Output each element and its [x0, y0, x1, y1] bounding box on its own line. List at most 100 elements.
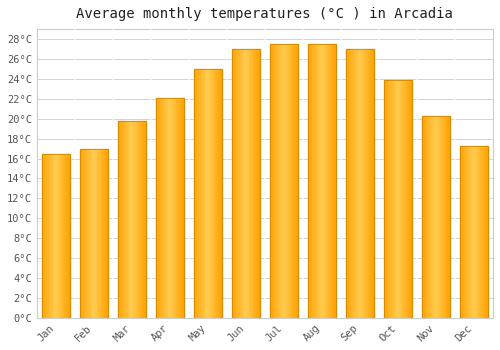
Bar: [42, 154, 43, 318]
Bar: [234, 49, 236, 318]
Title: Average monthly temperatures (°C ) in Arcadia: Average monthly temperatures (°C ) in Ar…: [76, 7, 454, 21]
Bar: [204, 69, 205, 318]
Bar: [422, 116, 450, 318]
Bar: [350, 49, 352, 318]
Bar: [216, 69, 218, 318]
Bar: [460, 146, 488, 318]
Bar: [139, 121, 140, 318]
Bar: [286, 44, 287, 318]
Bar: [201, 69, 202, 318]
Bar: [401, 80, 402, 318]
Bar: [253, 49, 254, 318]
Bar: [449, 116, 450, 318]
Bar: [396, 80, 398, 318]
Bar: [320, 44, 322, 318]
Bar: [270, 44, 271, 318]
Bar: [156, 98, 184, 318]
Bar: [172, 98, 174, 318]
Bar: [297, 44, 298, 318]
Bar: [218, 69, 220, 318]
Bar: [259, 49, 260, 318]
Bar: [281, 44, 282, 318]
Bar: [385, 80, 386, 318]
Bar: [470, 146, 471, 318]
Bar: [478, 146, 480, 318]
Bar: [277, 44, 278, 318]
Bar: [52, 154, 53, 318]
Bar: [368, 49, 370, 318]
Bar: [53, 154, 54, 318]
Bar: [48, 154, 50, 318]
Bar: [100, 148, 101, 318]
Bar: [384, 80, 385, 318]
Bar: [429, 116, 430, 318]
Bar: [166, 98, 167, 318]
Bar: [101, 148, 102, 318]
Bar: [128, 121, 129, 318]
Bar: [157, 98, 158, 318]
Bar: [314, 44, 315, 318]
Bar: [330, 44, 332, 318]
Bar: [96, 148, 98, 318]
Bar: [126, 121, 128, 318]
Bar: [370, 49, 372, 318]
Bar: [246, 49, 248, 318]
Bar: [325, 44, 326, 318]
Bar: [271, 44, 272, 318]
Bar: [426, 116, 428, 318]
Bar: [487, 146, 488, 318]
Bar: [278, 44, 280, 318]
Bar: [386, 80, 388, 318]
Bar: [276, 44, 277, 318]
Bar: [433, 116, 434, 318]
Bar: [444, 116, 446, 318]
Bar: [474, 146, 476, 318]
Bar: [177, 98, 178, 318]
Bar: [88, 148, 90, 318]
Bar: [164, 98, 166, 318]
Bar: [428, 116, 429, 318]
Bar: [239, 49, 240, 318]
Bar: [362, 49, 363, 318]
Bar: [486, 146, 487, 318]
Bar: [196, 69, 198, 318]
Bar: [394, 80, 395, 318]
Bar: [482, 146, 484, 318]
Bar: [366, 49, 367, 318]
Bar: [176, 98, 177, 318]
Bar: [86, 148, 88, 318]
Bar: [202, 69, 203, 318]
Bar: [248, 49, 249, 318]
Bar: [68, 154, 70, 318]
Bar: [364, 49, 366, 318]
Bar: [66, 154, 67, 318]
Bar: [92, 148, 94, 318]
Bar: [84, 148, 86, 318]
Bar: [162, 98, 164, 318]
Bar: [410, 80, 411, 318]
Bar: [240, 49, 242, 318]
Bar: [64, 154, 66, 318]
Bar: [80, 148, 108, 318]
Bar: [332, 44, 334, 318]
Bar: [200, 69, 201, 318]
Bar: [57, 154, 58, 318]
Bar: [205, 69, 206, 318]
Bar: [438, 116, 439, 318]
Bar: [310, 44, 312, 318]
Bar: [363, 49, 364, 318]
Bar: [132, 121, 134, 318]
Bar: [174, 98, 176, 318]
Bar: [373, 49, 374, 318]
Bar: [405, 80, 406, 318]
Bar: [329, 44, 330, 318]
Bar: [62, 154, 63, 318]
Bar: [400, 80, 401, 318]
Bar: [312, 44, 314, 318]
Bar: [270, 44, 298, 318]
Bar: [144, 121, 146, 318]
Bar: [140, 121, 142, 318]
Bar: [436, 116, 438, 318]
Bar: [406, 80, 408, 318]
Bar: [94, 148, 96, 318]
